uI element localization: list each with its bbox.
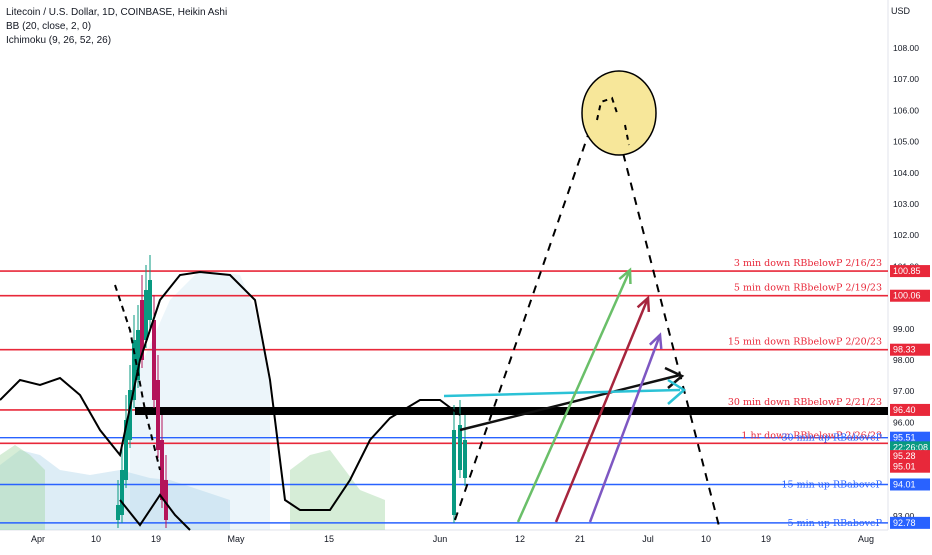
x-tick-label: Jul — [642, 534, 654, 544]
x-tick-label: 10 — [701, 534, 711, 544]
x-tick-label: 21 — [575, 534, 585, 544]
price-tag-text: 95.01 — [893, 462, 916, 472]
bollinger-upper — [0, 270, 461, 511]
candle-body — [132, 340, 136, 400]
level-label: 5 min down RBbelowP 2/19/23 — [734, 283, 882, 294]
y-tick-label: 96.00 — [893, 417, 915, 427]
red-arrow-head — [636, 295, 651, 313]
bollinger-fill — [130, 270, 270, 530]
price-tag-text: 100.06 — [893, 291, 921, 301]
candle-body — [148, 280, 152, 320]
candle-body — [120, 470, 124, 515]
candle-body — [452, 430, 456, 515]
red-arrow — [554, 297, 650, 523]
candle-body — [156, 380, 160, 450]
price-tag-text: 95.28 — [893, 451, 916, 461]
x-tick-label: 15 — [324, 534, 334, 544]
sun-marks — [596, 96, 630, 146]
y-tick-label: 102.00 — [893, 230, 919, 240]
price-tag — [890, 460, 930, 473]
dashed-path — [114, 284, 161, 471]
x-tick-label: Aug — [858, 534, 874, 544]
x-tick-label: 19 — [761, 534, 771, 544]
level-label: 30 min up RBaboveP — [782, 433, 883, 444]
price-tag — [890, 265, 930, 278]
level-label: 3 min down RBbelowP 2/16/23 — [734, 258, 882, 269]
y-tick-label: 103.00 — [893, 199, 919, 209]
x-tick-label: Apr — [31, 534, 45, 544]
candle-body — [140, 300, 144, 360]
candle-body — [128, 390, 132, 440]
projection-down — [611, 109, 721, 531]
y-tick-label: 104.00 — [893, 168, 919, 178]
candle-body — [463, 440, 467, 478]
symbol-title[interactable]: Litecoin / U.S. Dollar, 1D, COINBASE, He… — [6, 7, 228, 18]
candle-body — [458, 425, 462, 470]
price-tag-text: 98.33 — [893, 345, 916, 355]
candle-body — [152, 320, 156, 400]
y-tick-label: 93.00 — [893, 511, 915, 521]
bollinger-indicator[interactable]: BB (20, close, 2, 0) — [6, 21, 92, 32]
candle-body — [164, 480, 168, 520]
sun-circle — [581, 70, 657, 156]
y-tick-label: 106.00 — [893, 105, 919, 115]
price-tag-text: 94.01 — [893, 479, 916, 489]
purple-arrow-head — [649, 332, 663, 350]
candle-body — [144, 290, 148, 340]
currency-label: USD — [890, 6, 910, 16]
price-tag — [890, 450, 930, 463]
ichimoku-cloud-green — [290, 450, 385, 530]
y-tick-label: 108.00 — [893, 43, 919, 53]
price-tag-text: 96.40 — [893, 405, 916, 415]
price-tag-text: 92.78 — [893, 518, 916, 528]
cyan-arrowhead — [667, 378, 687, 405]
projection-up — [454, 114, 596, 521]
green-arrow-head — [618, 267, 632, 285]
candle-body — [160, 440, 164, 500]
price-tag — [890, 478, 930, 491]
candle-body — [136, 330, 140, 380]
level-label: 1 hr down RBbelowP 2/26/23 — [741, 430, 882, 441]
x-tick-label: 12 — [515, 534, 525, 544]
level-label: 15 min up RBaboveP — [782, 479, 883, 490]
candle-body — [116, 505, 120, 520]
x-tick-label: Jun — [433, 534, 448, 544]
price-tag-text: 95.51 — [893, 433, 916, 443]
price-tag — [890, 403, 930, 416]
cyan-arrow — [443, 388, 681, 398]
y-tick-label: 98.00 — [893, 355, 915, 365]
price-tag-text: 100.85 — [893, 266, 921, 276]
level-label: 15 min down RBbelowP 2/20/23 — [728, 337, 882, 348]
x-tick-label: 19 — [151, 534, 161, 544]
ichimoku-cloud — [0, 450, 230, 530]
bollinger-lower — [119, 493, 191, 531]
ichimoku-indicator[interactable]: Ichimoku (9, 26, 52, 26) — [6, 35, 112, 46]
x-tick-label: 10 — [91, 534, 101, 544]
price-tag — [890, 431, 930, 444]
y-tick-label: 99.00 — [893, 324, 915, 334]
level-label: 5 min up RBaboveP — [788, 518, 883, 529]
y-tick-label: 107.00 — [893, 74, 919, 84]
level-label: 30 min down RBbelowP 2/21/23 — [728, 397, 882, 408]
y-tick-label: 105.00 — [893, 137, 919, 147]
price-tag — [890, 343, 930, 356]
price-tag-text: 22:26:08 — [893, 442, 928, 452]
price-tag — [890, 289, 930, 302]
candle-body — [124, 420, 128, 480]
y-tick-label: 97.00 — [893, 386, 915, 396]
green-arrow — [516, 269, 632, 523]
chart-legend: Litecoin / U.S. Dollar, 1D, COINBASE, He… — [6, 6, 227, 48]
price-tag — [890, 516, 930, 529]
x-tick-label: May — [227, 534, 245, 544]
ichimoku-cloud-green — [0, 445, 45, 530]
purple-arrow — [588, 334, 662, 523]
